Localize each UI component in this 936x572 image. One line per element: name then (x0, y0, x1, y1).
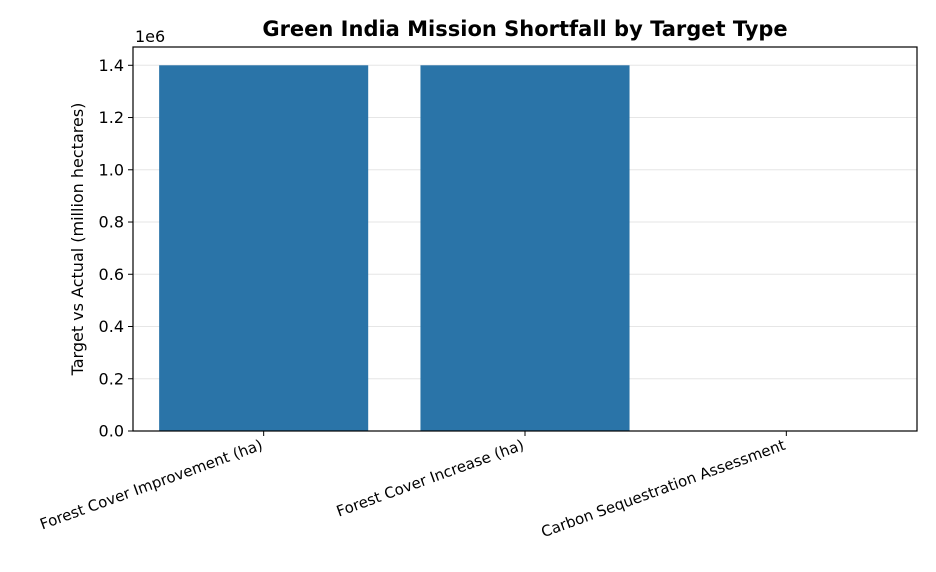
x-tick-label: Carbon Sequestration Assessment (539, 436, 788, 541)
y-axis-label: Target vs Actual (million hectares) (68, 103, 87, 377)
bar (159, 65, 369, 432)
y-tick-label: 0.2 (99, 369, 124, 388)
y-tick-label: 1.4 (99, 56, 124, 75)
y-tick-label: 0.0 (99, 422, 124, 441)
y-tick-label: 0.4 (99, 317, 124, 336)
bar (420, 65, 630, 432)
y-tick-label: 1.2 (99, 108, 124, 127)
y-tick-label: 0.6 (99, 265, 124, 284)
y-tick-label: 0.8 (99, 213, 124, 232)
y-tick-label: 1.0 (99, 160, 124, 179)
bars (159, 65, 630, 432)
y-axis-offset-label: 1e6 (135, 27, 165, 46)
plot-frame (132, 46, 918, 432)
x-tick-label: Forest Cover Improvement (ha) (38, 436, 266, 533)
x-tick-label: Forest Cover Increase (ha) (334, 436, 526, 521)
y-ticks: 0.0 0.2 0.4 0.6 0.8 1.0 1.2 1.4 (99, 56, 133, 441)
chart-title: Green India Mission Shortfall by Target … (262, 17, 787, 41)
x-ticks: Forest Cover Improvement (ha) Forest Cove… (38, 431, 788, 541)
